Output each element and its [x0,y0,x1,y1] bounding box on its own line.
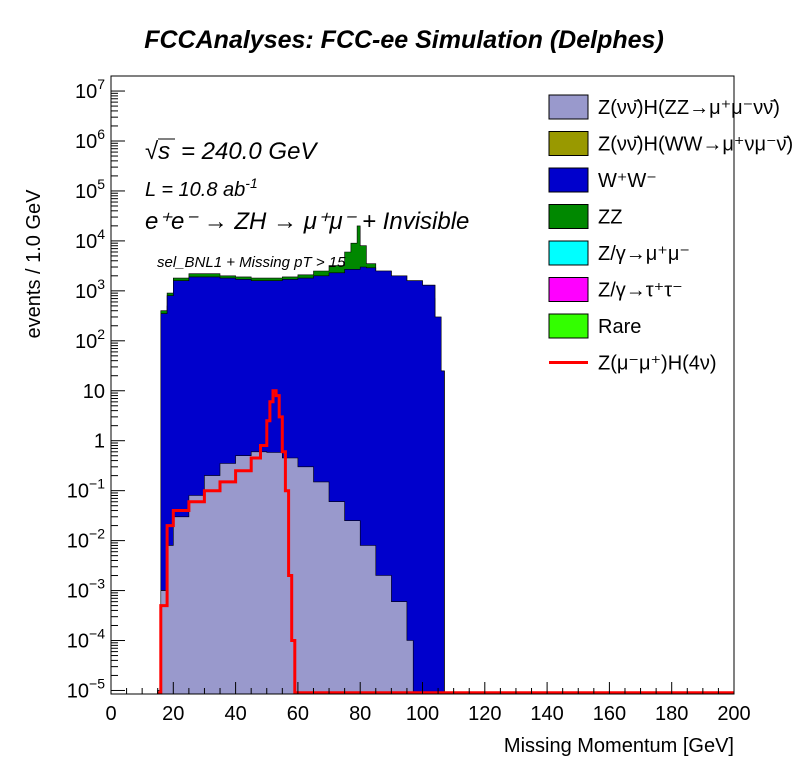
legend-swatch [548,240,589,266]
legend-swatch [548,131,589,156]
legend-entry-2: W⁺W⁻ [548,167,657,193]
luminosity-value: L = 10.8 ab [145,179,245,201]
sqrt-s-symbol: √s [145,138,170,165]
y-tick-label: 103 [75,276,105,303]
y-tick-label: 10 [83,381,105,403]
legend-entry-1: Z(νν̄)H(WW→μ⁺νμ⁻ν̄) [548,131,793,156]
legend-label: Z(μ⁻μ⁺)H(4ν) [598,353,717,375]
y-tick-label: 10−1 [67,476,105,503]
x-axis-label: Missing Momentum [GeV] [504,735,734,757]
legend-entry-3: ZZ [548,204,622,229]
y-tick-label: 105 [75,176,105,203]
legend: Z(νν̄)H(ZZ→μ⁺μ⁻νν̄) Z(νν̄)H(WW→μ⁺νμ⁻ν̄) W⁺… [548,94,793,375]
selection-text: sel_BNL1 + Missing pT > 15 [157,254,346,271]
x-tick-label: 100 [406,703,439,725]
legend-swatch [548,204,589,229]
legend-label: W⁺W⁻ [598,170,657,192]
legend-label: Z(νν̄)H(ZZ→μ⁺μ⁻νν̄) [598,97,780,119]
legend-swatch [548,94,589,120]
x-tick-label: 60 [287,703,309,725]
x-tick-label: 40 [224,703,246,725]
chart-title: FCCAnalyses: FCC-ee Simulation (Delphes) [144,26,664,54]
y-tick-label: 107 [75,76,105,103]
legend-entry-7: Z(μ⁻μ⁺)H(4ν) [549,353,717,375]
legend-label: Z(νν̄)H(WW→μ⁺νμ⁻ν̄) [598,134,793,156]
legend-entry-0: Z(νν̄)H(ZZ→μ⁺μ⁻νν̄) [548,94,780,120]
x-axis: 0 20 40 60 80 100 120 140 160 180 200 [105,682,751,725]
x-tick-label: 180 [655,703,688,725]
series-area-6 [157,451,414,695]
legend-swatch [548,167,589,193]
y-tick-label: 104 [75,226,105,253]
x-tick-label: 200 [717,703,750,725]
x-tick-label: 20 [162,703,184,725]
x-tick-label: 80 [349,703,371,725]
y-tick-label: 10−5 [67,675,105,702]
legend-entry-5: Z/γ→τ⁺τ⁻ [548,277,683,302]
series-line-signal [157,389,734,695]
y-tick-label: 106 [75,126,105,153]
legend-entry-4: Z/γ→μ⁺μ⁻ [548,240,690,266]
y-axis: 10710610510410310210110−110−210−310−410−… [67,76,125,702]
x-tick-label: 160 [593,703,626,725]
y-tick-label: 102 [75,326,105,353]
legend-label: Z/γ→τ⁺τ⁻ [598,280,683,302]
legend-swatch [548,313,589,339]
y-tick-label: 10−3 [67,576,105,603]
legend-label: Rare [598,316,641,338]
process-text: e⁺e⁻ → ZH → μ⁺μ⁻ + Invisible [145,208,469,235]
x-tick-label: 0 [105,703,116,725]
plot-area [157,225,734,695]
y-axis-label: events / 1.0 GeV [23,189,45,339]
legend-label: ZZ [598,207,622,229]
y-tick-label: 10−2 [67,526,105,553]
y-tick-label: 10−4 [67,626,105,653]
luminosity-exponent: -1 [245,175,257,191]
x-tick-label: 140 [530,703,563,725]
x-tick-label: 120 [468,703,501,725]
annotations: √s = 240.0 GeV L = 10.8 ab-1 e⁺e⁻ → ZH →… [145,138,469,271]
luminosity-text: L = 10.8 ab-1 [145,175,258,201]
legend-label: Z/γ→μ⁺μ⁻ [598,243,690,265]
y-tick-label: 1 [94,431,105,453]
legend-swatch [548,277,589,302]
legend-entry-6: Rare [548,313,641,339]
sqrt-s-value: = 240.0 GeV [181,138,318,165]
